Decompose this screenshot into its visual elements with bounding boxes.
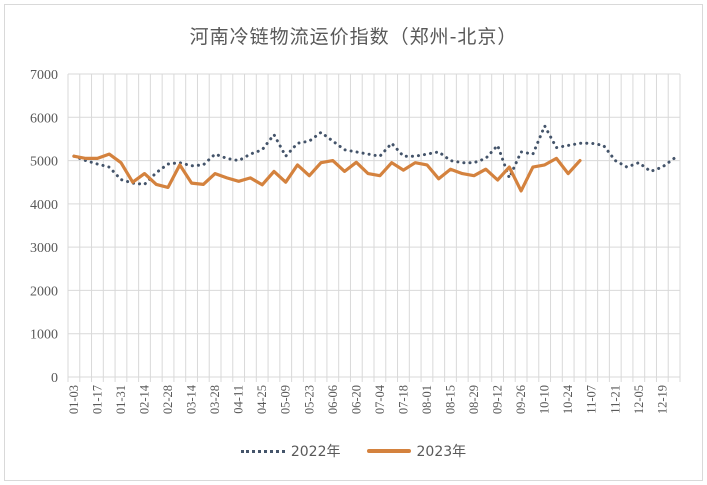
legend-label-2023: 2023年 (416, 444, 467, 460)
y-tick-label: 7000 (30, 68, 58, 83)
x-tick-label: 01-17 (90, 385, 104, 414)
legend-item-2022: 2022年 (240, 441, 341, 461)
x-tick-label: 09-26 (514, 385, 528, 414)
plot-area: 0 1000 2000 3000 4000 5000 6000 7000 01-03 01-17 0… (30, 68, 681, 414)
x-tick-label: 07-18 (396, 385, 410, 414)
series-line-2023 (72, 152, 582, 193)
y-tick-label: 0 (51, 371, 58, 386)
x-tick-label: 08-15 (444, 385, 458, 414)
x-tick-label: 03-28 (208, 385, 222, 414)
y-tick-label: 6000 (30, 111, 58, 126)
x-tick-label: 09-12 (491, 385, 505, 414)
dotted-line-swatch-icon (240, 449, 285, 453)
x-tick-label: 05-09 (279, 385, 293, 414)
y-tick-label: 2000 (30, 284, 58, 299)
x-tick-label: 06-20 (349, 385, 363, 414)
x-tick-label: 07-04 (373, 384, 387, 414)
series-line-2022 (72, 124, 676, 186)
y-tick-label: 4000 (30, 198, 58, 213)
x-tick-label: 03-14 (185, 384, 199, 414)
y-tick-label: 1000 (30, 328, 58, 343)
x-tick-label: 12-05 (632, 385, 646, 414)
legend-item-2023: 2023年 (366, 441, 467, 461)
x-tick-label: 02-14 (138, 384, 152, 414)
x-tick-label: 08-01 (420, 385, 434, 414)
legend-label-2022: 2022年 (290, 444, 341, 460)
solid-line-swatch-icon (366, 449, 411, 453)
x-tick-label: 08-29 (467, 385, 481, 414)
x-tick-label: 11-21 (608, 385, 622, 414)
x-tick-label: 02-28 (161, 385, 175, 414)
x-tick-label: 01-31 (114, 385, 128, 414)
x-tick-label: 05-23 (302, 385, 316, 414)
x-tick-label: 12-19 (655, 385, 669, 414)
chart-frame (4, 4, 703, 481)
chart-legend: 2022年 2023年 (0, 441, 707, 461)
x-tick-label: 06-06 (326, 385, 340, 414)
x-tick-label: 04-25 (255, 385, 269, 414)
y-tick-label: 5000 (30, 155, 58, 170)
x-tick-label: 04-11 (232, 385, 246, 414)
chart-title: 河南冷链物流运价指数（郑州-北京） (189, 26, 518, 48)
x-tick-label: 11-07 (585, 385, 599, 414)
y-tick-label: 3000 (30, 241, 58, 256)
x-tick-label: 10-10 (538, 385, 552, 414)
x-tick-label: 01-03 (67, 385, 81, 414)
x-tick-label: 10-24 (561, 384, 575, 414)
